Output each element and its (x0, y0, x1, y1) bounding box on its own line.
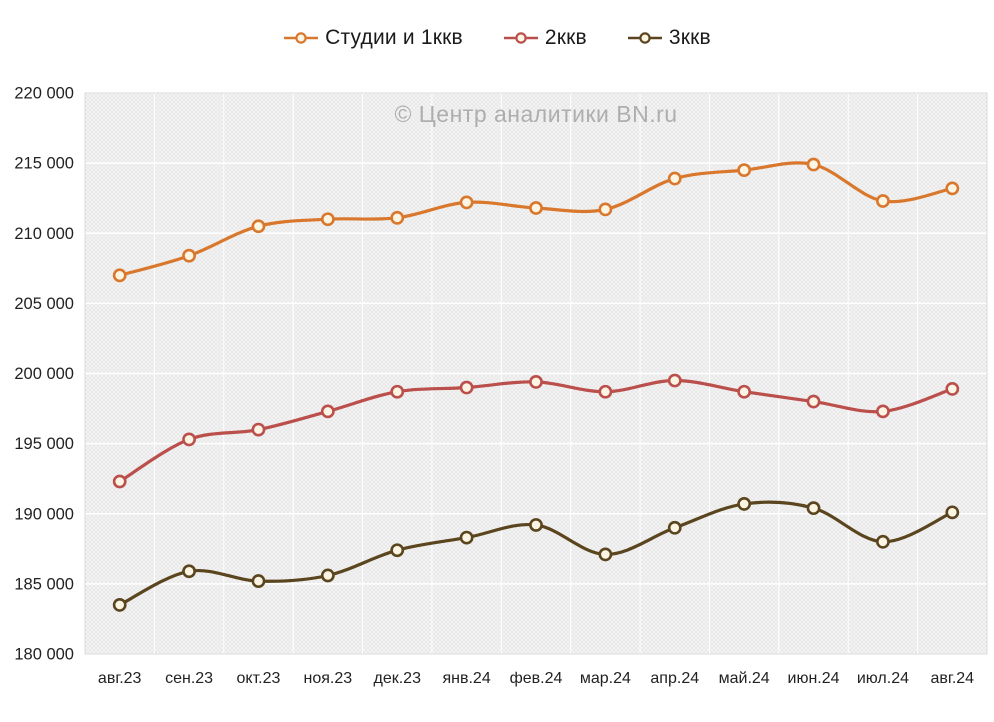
x-tick-label: сен.23 (165, 670, 213, 687)
x-tick-label: мар.24 (580, 670, 631, 687)
data-point-marker (737, 384, 752, 399)
data-point-marker (598, 202, 613, 217)
plot-border (84, 92, 988, 655)
y-tick-label: 200 000 (14, 365, 74, 383)
x-tick-label: апр.24 (650, 670, 699, 687)
data-point-marker (737, 163, 752, 178)
legend-label: Студии и 1ккв (325, 26, 463, 49)
data-point-marker (459, 530, 474, 545)
data-point-marker (320, 212, 335, 227)
y-tick-label: 220 000 (14, 85, 74, 103)
data-point-marker (251, 219, 266, 234)
data-point-marker (876, 194, 890, 208)
legend-line-marker-icon (627, 32, 662, 44)
data-point-marker (459, 380, 474, 395)
data-point-marker (945, 505, 960, 520)
data-point-marker (945, 382, 960, 396)
x-tick-label: июл.24 (857, 670, 909, 687)
data-point-marker (806, 501, 821, 516)
data-point-marker (876, 404, 890, 419)
y-tick-label: 185 000 (14, 575, 74, 593)
data-point-marker (806, 157, 821, 172)
data-point-marker (598, 547, 613, 562)
chart-legend: Студии и 1ккв 2ккв 3ккв (0, 26, 994, 50)
data-point-marker (667, 520, 682, 535)
data-point-marker (806, 394, 821, 409)
data-point-marker (737, 497, 752, 511)
legend-item-3kkv[interactable]: 3ккв (627, 26, 711, 50)
x-tick-label: фев.24 (510, 670, 563, 687)
x-tick-label: окт.23 (237, 670, 281, 687)
y-tick-label: 210 000 (14, 225, 74, 243)
data-point-marker (598, 384, 613, 399)
y-tick-label: 180 000 (14, 646, 74, 664)
data-point-marker (667, 373, 682, 388)
y-tick-label: 195 000 (14, 435, 74, 453)
data-point-marker (182, 248, 196, 263)
data-point-marker (390, 543, 405, 558)
data-point-marker (182, 432, 196, 447)
x-tick-label: авг.24 (931, 670, 975, 687)
legend-label: 3ккв (668, 26, 711, 49)
data-point-marker (390, 384, 405, 399)
y-tick-label: 190 000 (14, 505, 74, 523)
data-point-marker (529, 201, 543, 215)
data-point-marker (112, 474, 127, 489)
x-tick-label: дек.23 (373, 670, 421, 687)
x-tick-label: янв.24 (442, 670, 490, 687)
legend-item-studio-1kkv[interactable]: Студии и 1ккв (283, 26, 463, 50)
legend-label: 2ккв (544, 26, 587, 49)
data-point-marker (251, 422, 266, 437)
x-tick-label: май.24 (719, 670, 770, 687)
data-point-marker (459, 195, 474, 210)
legend-line-marker-icon (503, 32, 538, 44)
data-point-marker (390, 210, 405, 225)
legend-item-2kkv[interactable]: 2ккв (503, 26, 587, 50)
data-point-marker (529, 518, 543, 532)
data-point-marker (529, 375, 543, 389)
data-point-marker (251, 574, 266, 588)
data-point-marker (320, 568, 335, 583)
data-point-marker (182, 564, 196, 579)
x-tick-label: авг.23 (98, 670, 142, 687)
data-point-marker (945, 181, 960, 196)
data-point-marker (876, 534, 890, 549)
data-point-marker (112, 268, 127, 283)
data-point-marker (112, 598, 127, 612)
legend-line-marker-icon (284, 32, 319, 44)
data-point-marker (320, 404, 335, 419)
y-tick-label: 215 000 (14, 155, 74, 173)
y-tick-label: 205 000 (14, 295, 74, 313)
data-point-marker (667, 171, 682, 186)
x-tick-label: июн.24 (788, 670, 840, 687)
x-tick-label: ноя.23 (304, 670, 353, 687)
